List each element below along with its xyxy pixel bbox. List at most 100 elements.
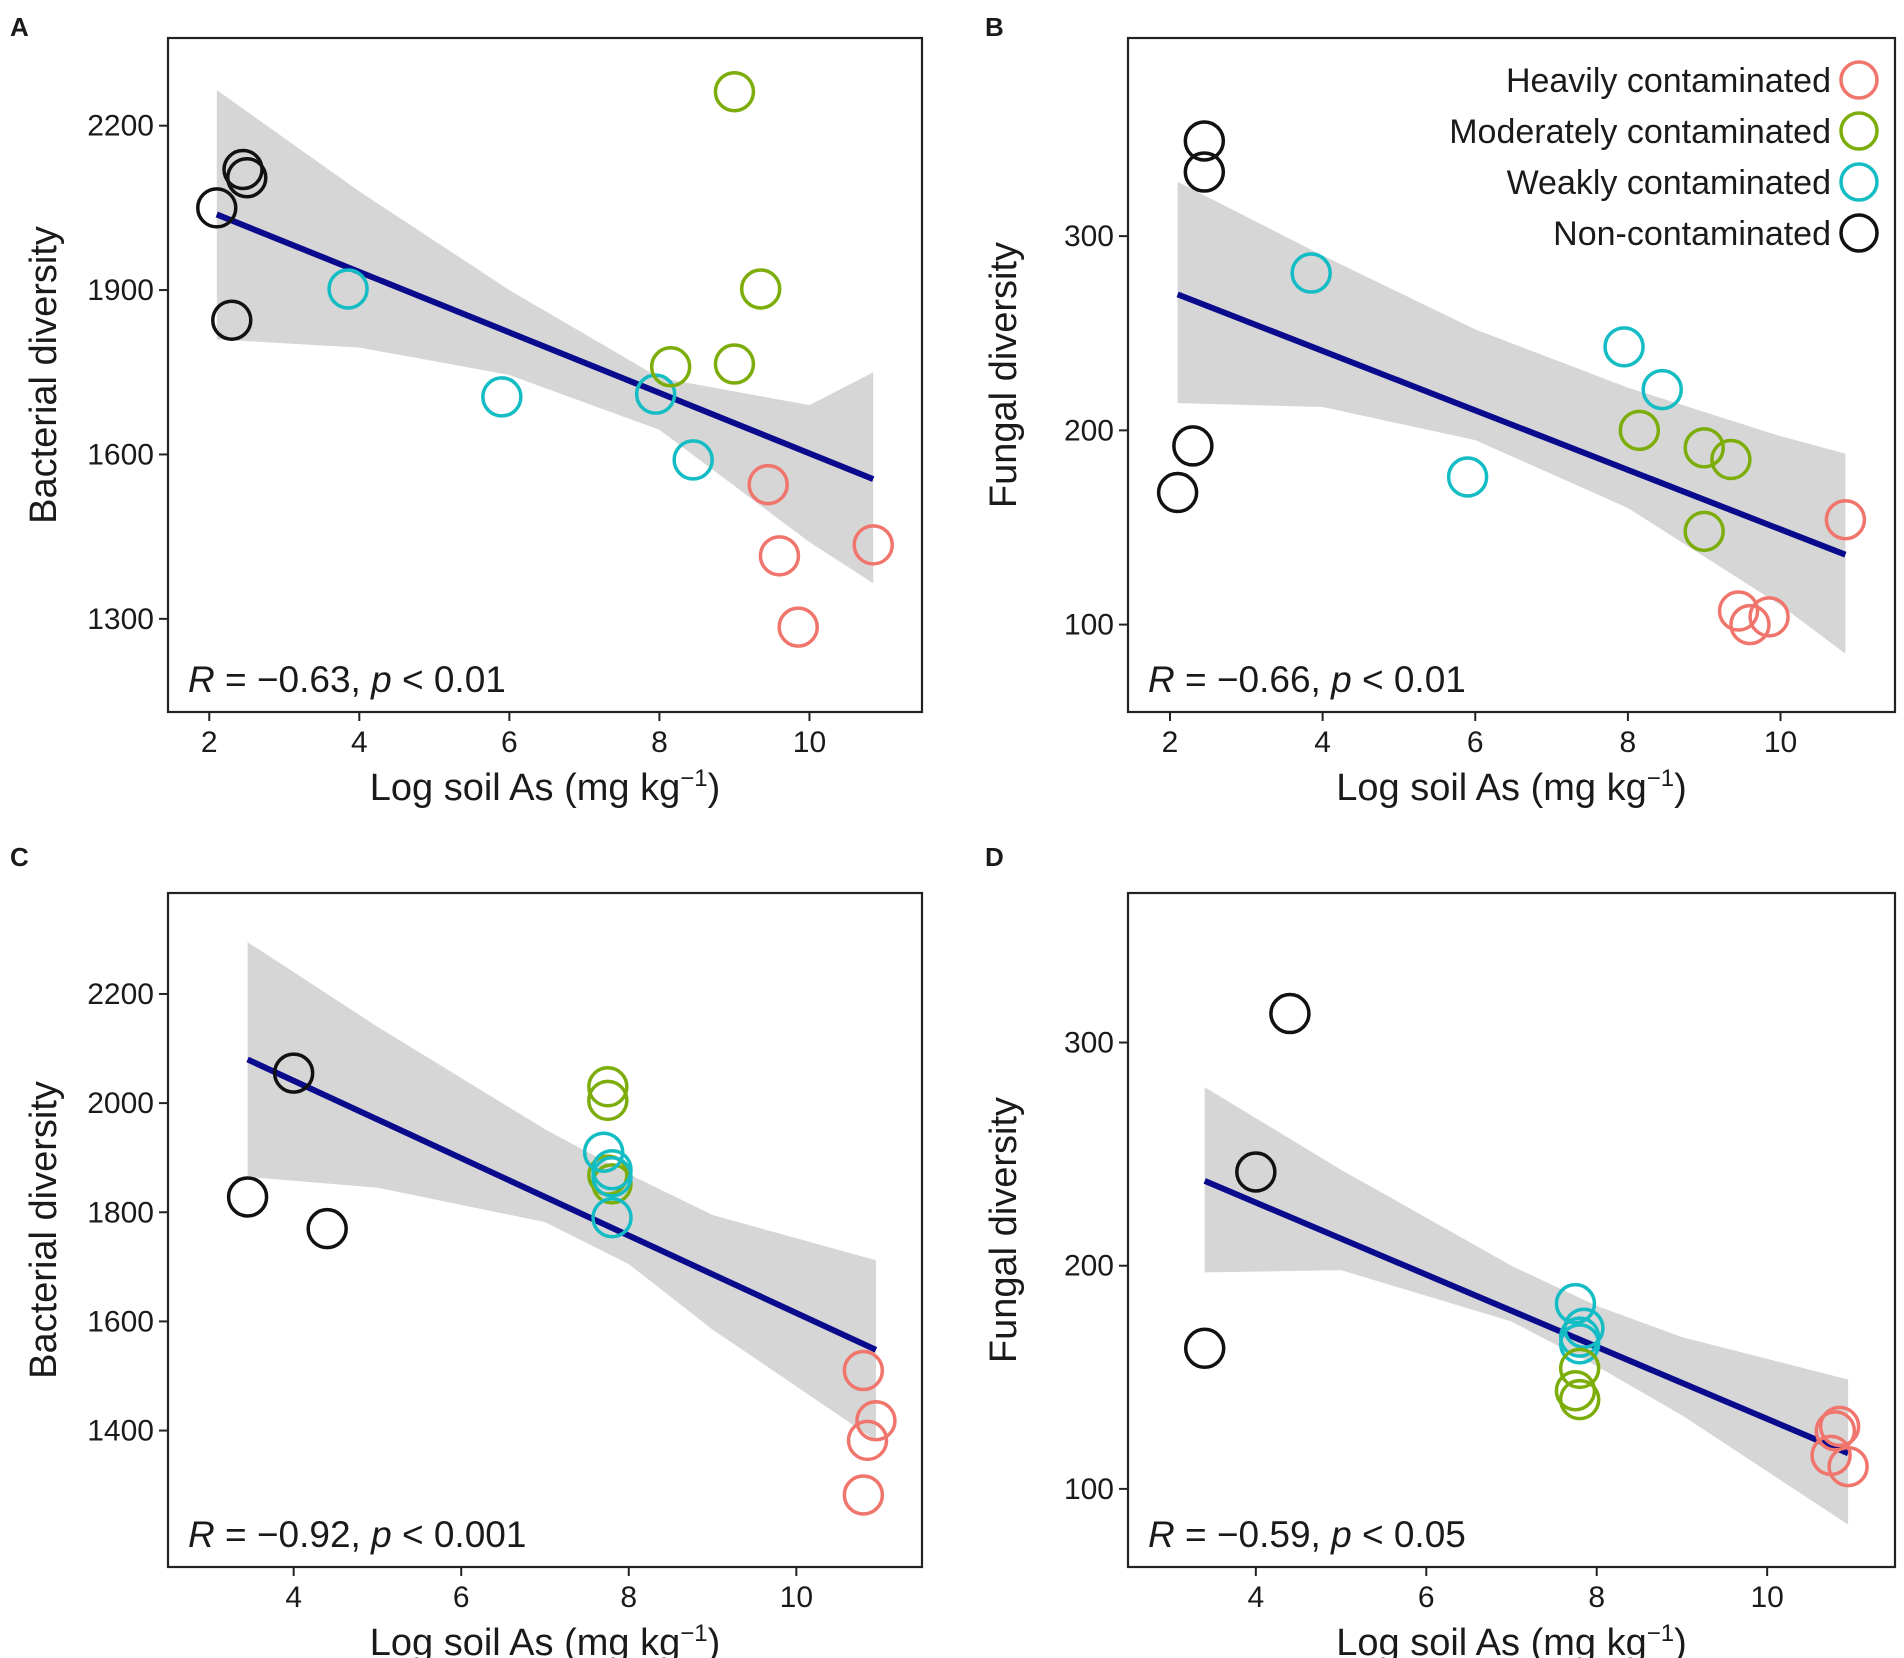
series-non — [1156, 120, 1226, 514]
series-moderate — [1618, 409, 1752, 553]
series-non — [196, 148, 268, 341]
series-weak — [1290, 252, 1683, 498]
confidence-band — [1177, 181, 1846, 654]
data-point — [1710, 438, 1752, 481]
data-point — [1683, 427, 1725, 469]
data-point — [1554, 1369, 1597, 1412]
data-point — [1269, 992, 1311, 1035]
x-tick-label: 8 — [620, 1581, 637, 1614]
x-tick-label: 2 — [201, 726, 218, 759]
data-point — [1554, 1282, 1597, 1325]
data-point — [1558, 1378, 1601, 1421]
y-axis-title: Bacterial diversity — [23, 1081, 65, 1379]
x-tick-label: 6 — [453, 1581, 470, 1614]
panel-d: D 4 6 8 10 100 200 300 Log soil As (mg kg−1) Fung… — [983, 842, 1897, 1658]
y-tick-label: 1300 — [87, 603, 154, 636]
series-weak — [327, 268, 714, 481]
x-tick-label: 6 — [501, 726, 518, 759]
data-point — [1446, 456, 1489, 498]
data-point — [587, 1079, 629, 1122]
y-tick-label: 1600 — [87, 1305, 154, 1338]
data-point — [758, 535, 801, 577]
confidence-band — [216, 90, 874, 584]
data-point — [591, 1196, 633, 1239]
data-point — [1814, 1410, 1857, 1452]
panel-b: B 2 4 6 8 10 100 200 300 Log soil As (mg kg−1) Fun… — [983, 12, 1897, 809]
panel-c: C 4 6 8 10 1400 1600 1800 2000 2200 Log soil As (m… — [10, 842, 924, 1658]
y-tick-label: 200 — [1064, 1250, 1114, 1283]
data-point — [1558, 1347, 1601, 1390]
y-axis-title: Fungal diversity — [983, 1097, 1025, 1363]
series-heavy — [1810, 1405, 1869, 1488]
series-moderate — [649, 70, 782, 388]
data-point — [1683, 510, 1725, 553]
x-tick-label: 10 — [793, 726, 826, 759]
x-tick-label: 4 — [1314, 726, 1331, 759]
x-tick-label: 8 — [651, 726, 668, 759]
x-axis-title: Log soil As (mg kg−1) — [1336, 765, 1687, 809]
legend-entry-non: Non-contaminated — [1553, 213, 1879, 253]
legend-marker — [1839, 162, 1879, 202]
legend-marker — [1839, 60, 1879, 100]
x-tick-label: 4 — [1247, 1581, 1264, 1614]
data-point — [272, 1052, 315, 1094]
y-tick-label: 1400 — [87, 1415, 154, 1448]
data-point — [1172, 425, 1214, 467]
legend-label: Weakly contaminated — [1507, 164, 1831, 202]
x-axis-title: Log soil As (mg kg−1) — [1336, 1620, 1687, 1658]
x-tick-label: 6 — [1467, 726, 1484, 759]
legend-label: Non-contaminated — [1553, 215, 1831, 253]
data-point — [634, 373, 677, 415]
data-point — [842, 1474, 885, 1516]
series-weak — [582, 1131, 633, 1239]
stat-annotation: R = −0.63, p < 0.01 — [188, 659, 506, 700]
panel-label: C — [10, 842, 29, 872]
data-point — [1235, 1151, 1277, 1193]
data-point — [672, 439, 714, 481]
data-point — [196, 187, 238, 229]
plot-frame — [1126, 36, 1897, 714]
data-point — [1183, 120, 1226, 162]
confidence-band — [247, 942, 876, 1441]
regression-line — [215, 211, 875, 482]
data-point — [1748, 596, 1790, 638]
data-point — [777, 606, 819, 648]
x-axis-title: Log soil As (mg kg−1) — [370, 765, 721, 809]
x-tick-label: 6 — [1418, 1581, 1435, 1614]
data-point — [1183, 151, 1226, 193]
data-point — [747, 463, 789, 506]
x-tick-label: 10 — [1750, 1581, 1783, 1614]
data-point — [855, 1399, 897, 1442]
data-point — [1183, 1327, 1226, 1370]
x-axis-title: Log soil As (mg kg−1) — [370, 1620, 721, 1658]
stat-annotation: R = −0.92, p < 0.001 — [188, 1514, 526, 1555]
data-point — [649, 346, 692, 388]
data-point — [1156, 471, 1199, 514]
series-non — [226, 1052, 348, 1250]
data-point — [1717, 590, 1760, 632]
data-point — [1824, 498, 1867, 541]
y-tick-label: 100 — [1064, 1473, 1114, 1506]
regression-line — [246, 1056, 878, 1353]
data-point — [226, 156, 268, 199]
x-tick-label: 10 — [1764, 726, 1797, 759]
y-axis-title: Fungal diversity — [983, 242, 1025, 508]
legend-entry-heavy: Heavily contaminated — [1506, 60, 1879, 100]
legend-marker — [1839, 111, 1879, 151]
y-tick-label: 1900 — [87, 274, 154, 307]
stat-annotation: R = −0.66, p < 0.01 — [1148, 659, 1466, 700]
series-moderate — [587, 1065, 633, 1205]
series-heavy — [842, 1349, 897, 1516]
x-tick-label: 4 — [351, 726, 368, 759]
legend-marker — [1839, 213, 1879, 253]
y-tick-label: 100 — [1064, 609, 1114, 642]
y-tick-label: 1600 — [87, 438, 154, 471]
x-tick-label: 10 — [780, 1581, 813, 1614]
legend-entry-weak: Weakly contaminated — [1507, 162, 1879, 202]
data-point — [226, 1176, 269, 1218]
plot-frame — [1126, 891, 1897, 1569]
panel-label: A — [10, 12, 29, 42]
data-point — [1290, 252, 1332, 294]
